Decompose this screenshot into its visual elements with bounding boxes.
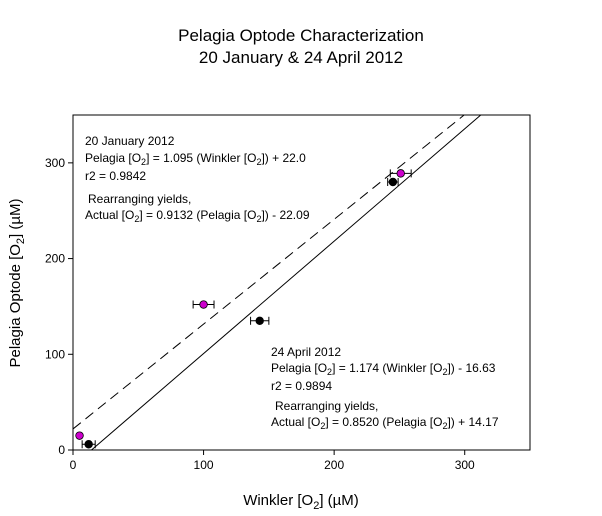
jan-actual-equation: Actual [O2] = 0.9132 (Pelagia [O2]) - 22… xyxy=(85,208,310,224)
y-axis-ticks: 0 100 200 300 xyxy=(45,156,73,457)
apr-equation: Pelagia [O2] = 1.174 (Winkler [O2]) - 16… xyxy=(271,361,496,377)
point-january xyxy=(75,431,84,440)
jan-r2: r2 = 0.9842 xyxy=(85,169,146,183)
y-tick-label: 100 xyxy=(45,347,65,361)
chart-subtitle: 20 January & 24 April 2012 xyxy=(199,48,403,67)
jan-date: 20 January 2012 xyxy=(85,134,175,148)
point-january xyxy=(199,300,208,309)
annotation-april: 24 April 2012 Pelagia [O2] = 1.174 (Wink… xyxy=(271,345,499,431)
apr-actual-equation: Actual [O2] = 0.8520 (Pelagia [O2]) + 14… xyxy=(271,415,499,431)
y-tick-label: 0 xyxy=(58,443,65,457)
plot-frame xyxy=(72,114,531,451)
y-tick-label: 300 xyxy=(45,156,65,170)
x-tick-label: 0 xyxy=(70,458,77,472)
annotation-january: 20 January 2012 Pelagia [O2] = 1.095 (Wi… xyxy=(85,134,310,224)
point-april xyxy=(255,316,264,325)
x-tick-label: 300 xyxy=(455,458,475,472)
apr-r2: r2 = 0.9894 xyxy=(271,379,332,393)
x-tick-label: 200 xyxy=(324,458,344,472)
apr-rearranging: Rearranging yields, xyxy=(275,399,378,413)
point-april xyxy=(388,177,398,187)
fit-lines xyxy=(72,114,482,451)
jan-equation: Pelagia [O2] = 1.095 (Winkler [O2]) + 22… xyxy=(85,151,306,167)
fit-line-april xyxy=(91,114,482,451)
x-axis-label: Winkler [O2] (µM) xyxy=(243,492,359,512)
x-axis-ticks: 0 100 200 300 xyxy=(70,450,475,472)
y-axis-label: Pelagia Optode [O2] (µM) xyxy=(7,198,27,367)
apr-date: 24 April 2012 xyxy=(271,345,341,359)
x-tick-label: 100 xyxy=(194,458,214,472)
point-january xyxy=(396,169,405,178)
jan-rearranging: Rearranging yields, xyxy=(88,192,191,206)
data-points xyxy=(75,169,412,449)
point-april xyxy=(84,440,93,449)
fit-line-january xyxy=(72,114,465,430)
chart-title: Pelagia Optode Characterization xyxy=(178,26,424,45)
y-tick-label: 200 xyxy=(45,252,65,266)
